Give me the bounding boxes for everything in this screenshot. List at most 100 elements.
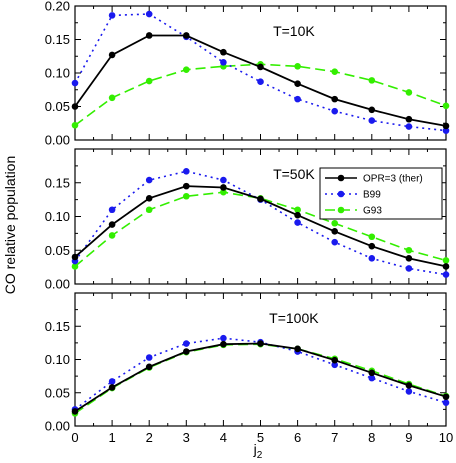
y-tick-label: 0.00 (45, 133, 70, 148)
data-point-opr (405, 382, 413, 389)
data-point-opr (257, 195, 264, 203)
data-point-g93 (294, 206, 301, 214)
data-point-b99 (331, 361, 339, 369)
data-point-opr (220, 184, 227, 191)
data-point-opr (368, 242, 376, 250)
data-point-g93 (145, 206, 153, 214)
data-point-opr (145, 194, 153, 202)
y-tick-label: 0.00 (45, 419, 70, 434)
data-point-g93 (368, 233, 376, 241)
data-point-opr (331, 95, 339, 103)
series-line-g93 (74, 191, 447, 268)
data-point-opr (442, 393, 450, 401)
legend-marker-b99 (337, 190, 345, 198)
data-point-b99 (405, 388, 413, 395)
x-tick-label: 2 (146, 430, 153, 445)
data-point-g93 (442, 102, 450, 110)
x-axis-label-main: j (253, 441, 257, 457)
data-point-b99 (108, 12, 116, 19)
data-point-b99 (368, 255, 376, 262)
data-point-opr (183, 32, 190, 39)
data-point-opr (108, 384, 116, 391)
y-tick-label: 0.10 (45, 352, 70, 367)
temperature-label: T=100K (269, 310, 319, 326)
x-tick-label: 8 (368, 430, 375, 445)
legend-label-opr: OPR=3 (ther) (363, 174, 423, 185)
data-point-g93 (405, 246, 413, 254)
data-point-b99 (257, 78, 264, 86)
data-point-opr (331, 356, 339, 364)
y-tick-label: 0.05 (45, 243, 70, 258)
data-point-g93 (71, 263, 79, 270)
series-line-b99 (74, 337, 447, 411)
data-point-opr (145, 363, 153, 371)
data-point-b99 (442, 399, 450, 407)
x-tick-label: 5 (257, 430, 264, 445)
data-point-g93 (108, 232, 116, 239)
data-point-opr (368, 369, 376, 377)
data-point-opr (71, 253, 79, 261)
data-point-opr (257, 340, 264, 347)
data-point-g93 (442, 257, 450, 264)
data-point-b99 (71, 79, 79, 87)
data-point-opr (368, 106, 376, 114)
data-point-opr (442, 122, 450, 130)
data-point-b99 (145, 354, 153, 361)
legend: OPR=3 (ther) B99 G93 (319, 167, 443, 220)
data-point-b99 (294, 95, 301, 103)
y-tick-label: 0.15 (45, 319, 70, 334)
panels: 0.00 0.05 0.10 0.15 0.20 T=10K 0.00 0.05 0.10 0.1… (45, 0, 454, 445)
data-point-b99 (145, 176, 153, 184)
data-point-opr (183, 348, 190, 355)
legend-label-b99: B99 (363, 190, 381, 201)
legend-label-g93: G93 (363, 206, 382, 217)
data-point-b99 (220, 58, 227, 66)
y-tick-label: 0.10 (45, 209, 70, 224)
data-point-g93 (108, 94, 116, 102)
plot-frame (74, 292, 447, 427)
y-tick-label: 0.20 (45, 0, 70, 14)
series-line-g93 (74, 63, 447, 126)
y-tick-label: 0.05 (45, 385, 70, 400)
x-tick-label: 7 (331, 430, 338, 445)
panel-1: 0.00 0.05 0.10 0.15 0.20 T=10K (45, 0, 450, 148)
data-point-opr (71, 103, 79, 110)
x-tick-label: 1 (108, 430, 115, 445)
x-tick-label: 10 (439, 430, 453, 445)
data-point-opr (331, 228, 339, 235)
data-point-opr (108, 221, 116, 228)
legend-marker-opr (337, 174, 345, 182)
data-point-opr (257, 63, 264, 71)
data-point-b99 (442, 271, 450, 278)
data-point-g93 (220, 188, 227, 196)
y-tick-label: 0.10 (45, 66, 70, 81)
data-point-g93 (183, 192, 190, 200)
data-point-opr (220, 48, 227, 56)
data-point-g93 (183, 66, 190, 73)
y-tick-label: 0.05 (45, 99, 70, 114)
data-point-b99 (294, 219, 301, 226)
temperature-label: T=10K (273, 23, 315, 39)
data-point-opr (405, 255, 413, 262)
x-axis-label: j2 (253, 441, 263, 461)
data-point-opr (294, 80, 301, 88)
x-tick-label: 9 (405, 430, 412, 445)
data-point-b99 (108, 206, 116, 214)
legend-marker-g93 (337, 206, 345, 214)
x-tick-label: 0 (71, 430, 78, 445)
data-point-b99 (368, 117, 376, 124)
x-tick-label: 4 (220, 430, 227, 445)
x-tick-label: 6 (294, 430, 301, 445)
data-point-opr (145, 32, 153, 39)
data-point-g93 (294, 63, 301, 70)
data-point-g93 (331, 219, 339, 227)
data-point-b99 (331, 238, 339, 246)
x-axis-label-sub: 2 (257, 450, 263, 461)
data-point-b99 (108, 378, 116, 385)
y-tick-label: 0.00 (45, 277, 70, 292)
series-line-b99 (74, 13, 447, 132)
data-point-b99 (405, 265, 413, 272)
data-point-g93 (405, 89, 413, 96)
data-point-g93 (368, 77, 376, 84)
